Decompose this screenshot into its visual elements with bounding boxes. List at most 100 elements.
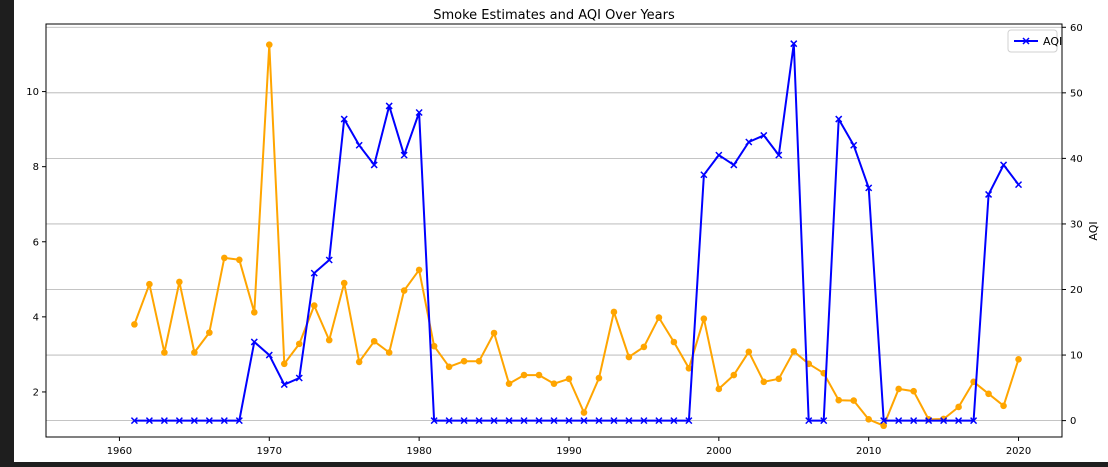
y-axis-right-label: AQI [1087,221,1100,240]
data-point-smoke [835,396,843,404]
data-point-smoke [595,374,603,382]
data-point-aqi [595,417,603,425]
data-point-aqi [415,108,423,117]
x-tick-label: 2020 [1006,446,1031,457]
data-point-aqi [400,151,408,159]
data-point-aqi [250,338,258,346]
series-line-smoke [133,43,1020,427]
data-point-aqi [370,161,378,169]
data-point-aqi [430,417,438,425]
data-point-smoke [161,349,168,356]
data-point-aqi [610,417,618,425]
legend-x-marker [1022,37,1030,45]
data-point-aqi [295,374,303,382]
y-right-tick-label: 20 [1070,285,1083,296]
data-point-smoke [730,371,738,379]
data-point-smoke [850,397,858,404]
data-point-aqi [880,417,888,425]
data-point-aqi [535,417,543,425]
data-point-smoke [895,385,902,393]
data-point-smoke [370,337,378,345]
data-point-smoke [505,380,513,387]
data-point-smoke [580,409,588,416]
data-point-smoke [955,403,962,411]
data-point-aqi [550,417,558,425]
data-point-aqi [580,417,588,425]
data-point-smoke [325,336,333,344]
data-point-smoke [295,340,303,348]
data-point-aqi [130,417,138,425]
data-point-smoke [685,364,693,372]
data-point-smoke [385,349,393,356]
legend: AQI [1007,29,1062,53]
data-point-aqi [655,417,663,425]
data-point-aqi [475,417,483,425]
x-tick-label: 1970 [257,446,282,457]
x-tick-label: 1980 [406,446,431,457]
data-point-smoke [236,256,243,264]
data-point-aqi [460,417,468,425]
chart-title: Smoke Estimates and AQI Over Years [433,8,675,23]
data-point-aqi [280,381,288,389]
data-point-smoke [655,314,663,321]
data-point-smoke [550,380,558,387]
data-point-aqi [190,417,198,425]
data-point-aqi [145,417,153,425]
data-point-smoke [610,308,618,316]
series-line-aqi [134,42,1020,422]
data-point-smoke [760,378,768,386]
data-point-aqi [265,351,273,359]
data-point-smoke [985,390,992,398]
data-point-aqi [745,138,753,146]
data-point-aqi [310,269,318,277]
data-point-smoke [865,416,872,423]
data-point-aqi [205,417,213,425]
data-point-aqi [835,115,843,123]
y-left-tick-label: 2 [33,387,39,398]
y-right-tick-label: 60 [1070,23,1083,34]
data-point-smoke [1015,355,1022,363]
data-point-smoke [460,357,468,365]
data-point-aqi [895,417,903,425]
data-point-aqi [715,151,723,159]
data-point-aqi [985,190,993,198]
data-point-smoke [146,280,153,288]
data-point-smoke [475,357,483,365]
data-point-smoke [206,329,213,336]
data-point-smoke [250,309,258,316]
data-point-smoke [670,338,678,346]
data-point-aqi [910,417,918,425]
data-point-smoke [910,387,917,395]
data-point-aqi [505,417,513,425]
y-axis-right: 0 10 20 30 40 50 60 [1062,23,1083,427]
data-point-aqi [820,417,828,425]
x-tick-label: 2000 [706,446,731,457]
data-point-aqi [685,417,693,425]
data-point-smoke [790,348,798,355]
series-smoke-estimates [131,41,1022,430]
data-point-aqi [790,40,798,48]
data-point-smoke [880,422,887,430]
data-point-smoke [280,360,288,368]
data-point-aqi [385,102,393,110]
data-point-aqi [955,417,963,425]
y-axis-left: 2 4 6 8 10 [26,87,46,398]
legend-label-aqi: AQI [1043,35,1062,48]
series-aqi [130,40,1023,425]
data-point-smoke [131,321,138,328]
data-point-aqi [925,417,933,425]
y-right-tick-label: 40 [1070,154,1083,165]
x-tick-label: 1990 [556,446,581,457]
data-point-aqi [730,161,738,169]
y-right-tick-label: 50 [1070,88,1083,99]
data-point-aqi [490,417,498,425]
data-point-smoke [700,315,708,323]
data-point-smoke [640,343,648,351]
data-point-smoke [715,385,723,393]
data-point-aqi [640,417,648,425]
data-point-aqi [850,141,858,149]
chart: Smoke Estimates and AQI Over Years 1960 1… [26,8,1100,457]
data-point-smoke [400,287,408,294]
data-point-aqi [775,151,783,159]
data-point-smoke [565,375,573,383]
